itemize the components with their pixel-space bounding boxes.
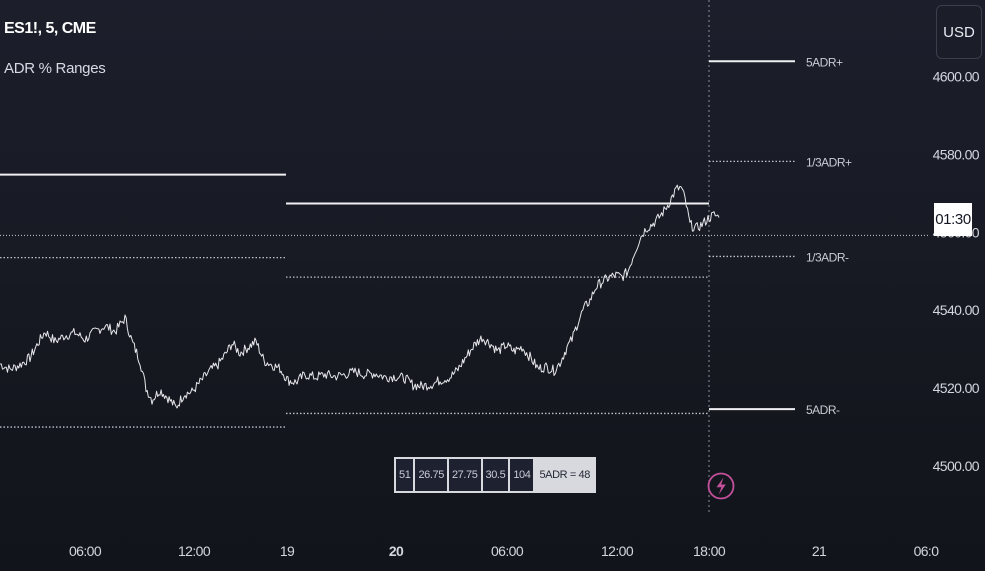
projected-level-label-2: 1/3ADR- [806, 250, 849, 264]
stats-cell-day3: 27.75 [448, 459, 481, 491]
price-series-line [0, 184, 720, 409]
x-tick-label-2: 19 [280, 543, 295, 559]
stats-cell-adr-result: 5ADR = 48 [535, 459, 594, 491]
y-tick-label-5: 4600.00 [933, 69, 980, 85]
y-tick-label-0: 4500.00 [933, 458, 980, 474]
projected-level-label-0: 5ADR+ [806, 55, 843, 69]
stats-cell-day5: 104 [510, 459, 534, 491]
indicator-name[interactable]: ADR % Ranges [4, 60, 106, 77]
x-tick-label-1: 12:00 [178, 543, 211, 559]
y-tick-label-4: 4580.00 [933, 146, 980, 162]
time-axis: 06:00 12:00 19 20 06:00 12:00 18:00 21 06:0 [69, 543, 940, 559]
currency-button[interactable]: USD [936, 5, 982, 59]
lightning-icon[interactable] [707, 472, 735, 500]
projected-level-label-1: 1/3ADR+ [806, 155, 852, 169]
time-to-close-badge: 01:30 [934, 203, 972, 236]
projected-level-label-3: 5ADR- [806, 403, 840, 417]
x-tick-label-4: 06:00 [491, 543, 524, 559]
y-tick-label-2: 4540.00 [933, 302, 980, 318]
adr-stats-table: 51 26.75 27.75 30.5 104 5ADR = 48 [394, 457, 596, 493]
price-axis: 4500.004520.004540.004560.004580.004600.… [933, 69, 981, 475]
x-tick-label-5: 12:00 [601, 543, 634, 559]
stats-cell-day4: 30.5 [482, 459, 509, 491]
x-tick-label-8: 06:0 [914, 543, 940, 559]
x-tick-label-6: 18:00 [693, 543, 726, 559]
x-tick-label-7: 21 [812, 543, 827, 559]
levels-layer [0, 0, 930, 515]
stats-cell-day1: 51 [396, 459, 414, 491]
symbol-title[interactable]: ES1!, 5, CME [4, 20, 96, 37]
level-labels-layer: 5ADR+ 1/3ADR+ 1/3ADR- 5ADR- [806, 55, 853, 417]
price-layer [0, 184, 720, 409]
x-tick-label-3: 20 [389, 543, 404, 559]
y-tick-label-1: 4520.00 [933, 380, 980, 396]
x-tick-label-0: 06:00 [69, 543, 102, 559]
stats-cell-day2: 26.75 [415, 459, 447, 491]
